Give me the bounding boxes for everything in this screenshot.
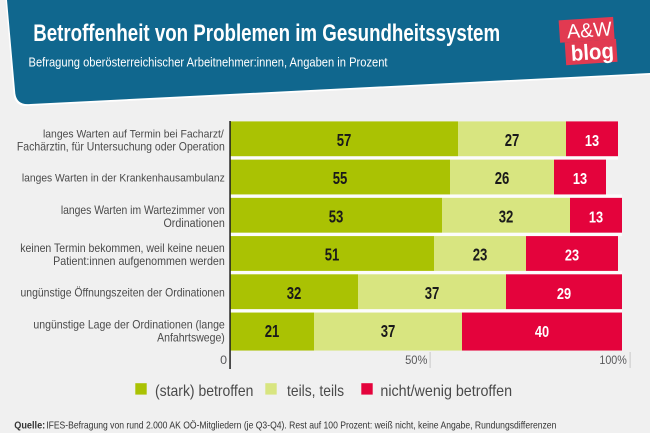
svg-text:Ordinationen: Ordinationen xyxy=(163,218,224,230)
svg-text:0: 0 xyxy=(220,353,227,367)
svg-text:Patient:innen aufgenommen werd: Patient:innen aufgenommen werden xyxy=(53,256,225,268)
svg-text:(stark) betroffen: (stark) betroffen xyxy=(155,382,253,400)
svg-text:Befragung oberösterreichischer: Befragung oberösterreichischer Arbeitneh… xyxy=(29,54,389,69)
svg-text:teils, teils: teils, teils xyxy=(287,382,344,400)
svg-text:langes Warten im Wartezimmer v: langes Warten im Wartezimmer von xyxy=(61,204,225,217)
svg-text:51: 51 xyxy=(325,246,340,265)
svg-text:13: 13 xyxy=(585,133,599,151)
svg-text:ungünstige Öffnungszeiten der: ungünstige Öffnungszeiten der Ordination… xyxy=(21,287,225,300)
svg-text:27: 27 xyxy=(505,131,520,150)
svg-text:40: 40 xyxy=(535,324,549,342)
svg-text:nicht/wenig betroffen: nicht/wenig betroffen xyxy=(380,382,512,400)
svg-text:53: 53 xyxy=(329,208,344,227)
svg-text:26: 26 xyxy=(495,169,510,188)
svg-text:37: 37 xyxy=(425,284,440,303)
svg-text:23: 23 xyxy=(565,247,579,265)
svg-text:57: 57 xyxy=(337,131,352,150)
svg-text:32: 32 xyxy=(287,284,302,303)
svg-text:13: 13 xyxy=(573,171,587,189)
svg-text:blog: blog xyxy=(570,39,615,66)
svg-text:IFES-Befragung von rund 2.000: IFES-Befragung von rund 2.000 AK OÖ-Mitg… xyxy=(46,420,556,431)
svg-text:23: 23 xyxy=(473,246,488,265)
svg-text:ungünstige Lage der Ordination: ungünstige Lage der Ordinationen (lange xyxy=(33,319,224,332)
svg-text:keinen Termin bekommen, weil k: keinen Termin bekommen, weil keine neuen xyxy=(20,243,225,256)
svg-text:32: 32 xyxy=(499,208,514,227)
svg-text:langes Warten auf Termin bei F: langes Warten auf Termin bei Facharzt/ xyxy=(43,128,225,141)
svg-text:Fachärztin, für Untersuchung o: Fachärztin, für Untersuchung oder Operat… xyxy=(17,141,225,154)
svg-text:Quelle:: Quelle: xyxy=(14,420,45,431)
svg-text:Betroffenheit von Problemen im: Betroffenheit von Problemen im Gesundhei… xyxy=(33,20,500,47)
svg-text:100%: 100% xyxy=(599,355,626,368)
svg-text:29: 29 xyxy=(557,286,571,304)
svg-text:A&W: A&W xyxy=(566,18,612,43)
svg-text:Anfahrtswege): Anfahrtswege) xyxy=(157,332,225,345)
svg-text:50%: 50% xyxy=(405,355,427,367)
svg-text:13: 13 xyxy=(589,209,603,227)
svg-text:langes Warten in der Krankenha: langes Warten in der Krankenhausambulanz xyxy=(22,172,225,185)
svg-text:21: 21 xyxy=(265,322,280,341)
svg-text:37: 37 xyxy=(381,322,396,341)
svg-text:55: 55 xyxy=(333,169,348,188)
